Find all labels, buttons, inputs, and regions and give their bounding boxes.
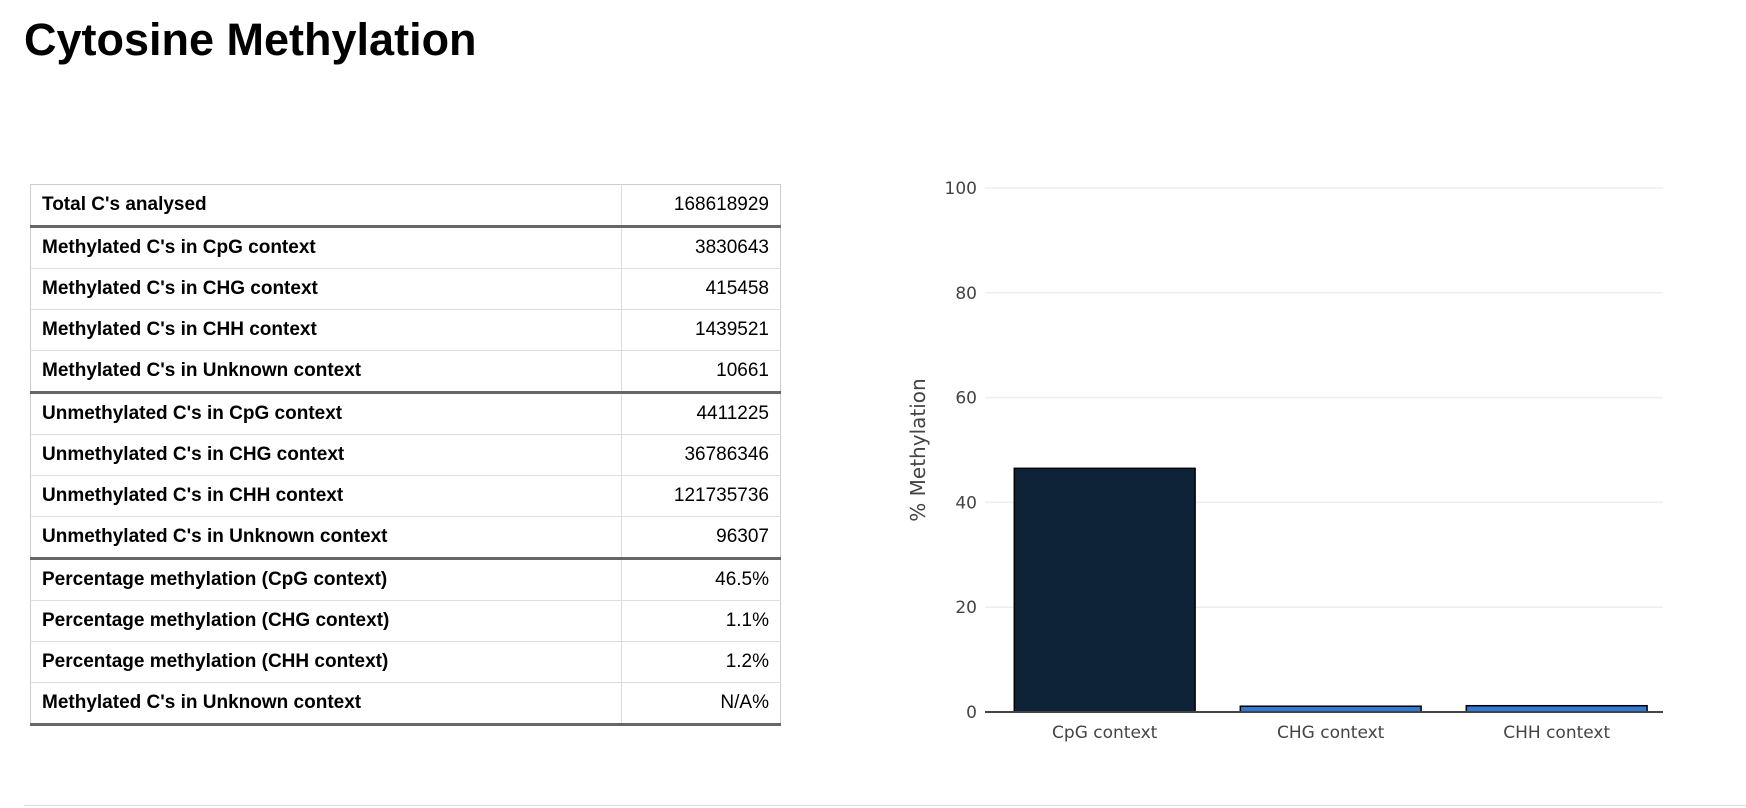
table-row: Methylated C's in Unknown context 10661	[30, 350, 781, 394]
table-row: Methylated C's in CHH context 1439521	[30, 309, 781, 351]
bar-cpg	[1013, 467, 1196, 713]
row-label: Unmethylated C's in CHH context	[30, 475, 622, 517]
y-tick-label: 80	[955, 284, 977, 304]
row-label: Methylated C's in CpG context	[30, 226, 622, 269]
row-label: Unmethylated C's in CHG context	[30, 434, 622, 476]
table-row: Unmethylated C's in CHG context 36786346	[30, 434, 781, 476]
row-value: 10661	[621, 350, 781, 394]
y-tick-label: 40	[955, 493, 977, 513]
table-row: Unmethylated C's in Unknown context 96307	[30, 516, 781, 560]
table-row: Methylated C's in CHG context 415458	[30, 268, 781, 310]
y-tick-label: 0	[966, 703, 977, 723]
row-label: Methylated C's in CHG context	[30, 268, 622, 310]
table-row: Methylated C's in CpG context 3830643	[30, 226, 781, 269]
row-value: 36786346	[621, 434, 781, 476]
row-value: 46.5%	[621, 558, 781, 601]
row-value: 3830643	[621, 226, 781, 269]
row-value: 1.1%	[621, 600, 781, 642]
table-row: Unmethylated C's in CHH context 121735736	[30, 475, 781, 517]
row-label: Percentage methylation (CpG context)	[30, 558, 622, 601]
row-value: 96307	[621, 516, 781, 560]
row-label: Unmethylated C's in CpG context	[30, 392, 622, 435]
row-value: 121735736	[621, 475, 781, 517]
row-label: Methylated C's in Unknown context	[30, 350, 622, 394]
row-label: Methylated C's in Unknown context	[30, 682, 622, 726]
row-value: N/A%	[621, 682, 781, 726]
x-tick-label: CHG context	[1277, 723, 1385, 743]
y-tick-label: 20	[955, 598, 977, 618]
table-row: Unmethylated C's in CpG context 4411225	[30, 392, 781, 435]
methylation-bar-chart: 0 20 40 60 80 100 CpG context CHG context CHH co…	[906, 179, 1663, 743]
row-label: Percentage methylation (CHG context)	[30, 600, 622, 642]
table-row: Methylated C's in Unknown context N/A%	[30, 682, 781, 726]
row-label: Methylated C's in CHH context	[30, 309, 622, 351]
table-row: Percentage methylation (CHH context) 1.2%	[30, 641, 781, 683]
row-value: 1.2%	[621, 641, 781, 683]
page-title: Cytosine Methylation	[24, 14, 477, 65]
table-row: Total C's analysed 168618929	[30, 184, 781, 228]
y-tick-label: 100	[945, 179, 977, 199]
y-axis-title: % Methylation	[906, 378, 930, 521]
row-value: 415458	[621, 268, 781, 310]
row-value: 1439521	[621, 309, 781, 351]
table-row: Percentage methylation (CpG context) 46.5…	[30, 558, 781, 601]
row-label: Unmethylated C's in Unknown context	[30, 516, 622, 560]
table-row: Percentage methylation (CHG context) 1.1%	[30, 600, 781, 642]
divider	[24, 805, 1746, 806]
methylation-stats-table: Total C's analysed 168618929 Methylated C'…	[30, 184, 781, 726]
x-tick-label: CHH context	[1503, 723, 1610, 743]
row-value: 4411225	[621, 392, 781, 435]
y-tick-label: 60	[955, 389, 977, 409]
row-label: Total C's analysed	[30, 184, 622, 228]
row-value: 168618929	[621, 184, 781, 228]
row-label: Percentage methylation (CHH context)	[30, 641, 622, 683]
x-tick-label: CpG context	[1052, 723, 1158, 743]
